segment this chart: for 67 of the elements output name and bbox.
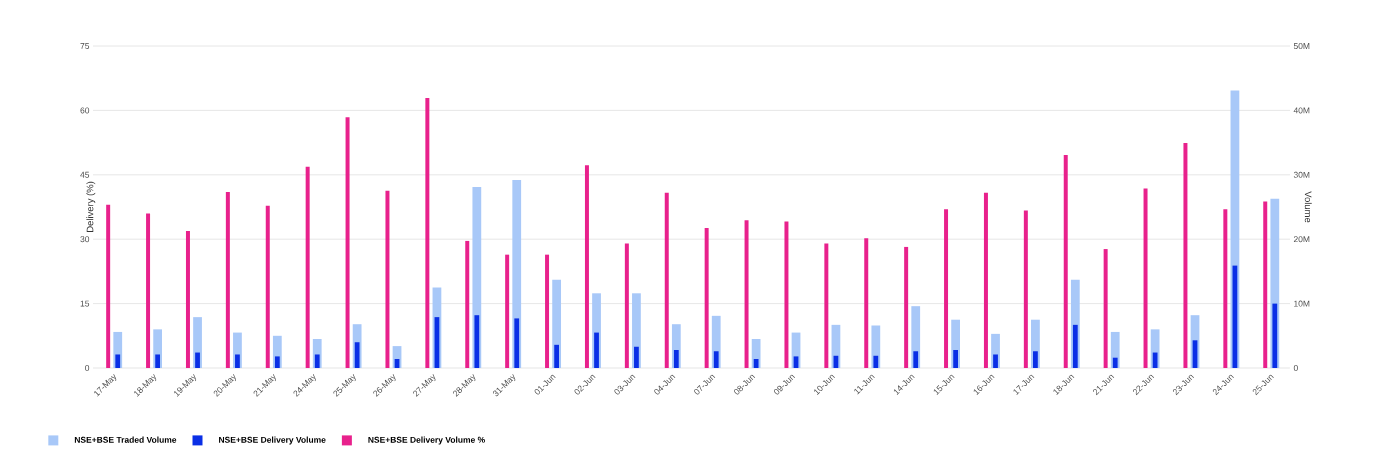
- bar: [744, 220, 749, 368]
- bar: [1103, 249, 1108, 368]
- y2-tick-label: 20M: [1293, 236, 1310, 243]
- bar: [673, 349, 679, 368]
- bar: [713, 351, 719, 368]
- y-axis-title: Delivery (%): [86, 181, 96, 232]
- legend-label: NSE+BSE Traded Volume: [74, 436, 177, 443]
- y-tick-label: 60: [80, 107, 90, 114]
- bar: [425, 97, 430, 368]
- bar: [1023, 210, 1028, 368]
- bar: [634, 346, 639, 368]
- y2-tick-label: 10M: [1294, 300, 1310, 307]
- bar: [784, 221, 789, 368]
- bar: [225, 191, 230, 368]
- bar: [824, 243, 829, 368]
- y2-tick-label: 50M: [1293, 43, 1310, 49]
- bar: [993, 354, 998, 368]
- bar: [235, 354, 240, 368]
- bar: [1223, 209, 1228, 368]
- bar: [1143, 188, 1148, 368]
- bar: [474, 315, 480, 368]
- bar: [305, 166, 310, 368]
- bar: [1063, 155, 1068, 368]
- bar: [115, 354, 121, 368]
- bar: [664, 192, 669, 368]
- y2-tick-label: 40M: [1293, 107, 1310, 114]
- y-tick-label: 30: [80, 236, 90, 243]
- bar: [944, 209, 949, 368]
- bar: [1183, 143, 1188, 368]
- bar: [554, 344, 560, 368]
- bar: [704, 228, 709, 368]
- bar: [873, 355, 879, 368]
- bar: [514, 318, 520, 368]
- y-tick-label: 0: [85, 365, 90, 371]
- bar: [913, 351, 919, 368]
- bar: [1152, 352, 1158, 368]
- bar: [106, 204, 111, 368]
- y2-tick-label: 30M: [1293, 171, 1310, 178]
- y-tick-label: 75: [80, 43, 90, 49]
- bar: [1033, 351, 1038, 368]
- y2-tick-label: 0: [1293, 365, 1298, 371]
- bar: [864, 238, 869, 368]
- y2-axis-title: Volume: [1304, 191, 1312, 223]
- y-tick-label: 45: [80, 171, 90, 178]
- bar: [505, 254, 510, 368]
- bar: [594, 332, 599, 368]
- bar: [385, 190, 390, 368]
- bar: [354, 342, 360, 368]
- bar: [953, 349, 959, 368]
- bar: [274, 356, 280, 368]
- y-tick-label: 15: [80, 300, 90, 307]
- bar: [185, 231, 190, 368]
- bar: [314, 354, 320, 368]
- legend-label: NSE+BSE Delivery Volume: [219, 436, 326, 445]
- bar: [146, 213, 151, 368]
- bar: [983, 192, 988, 368]
- bar: [1112, 357, 1118, 368]
- bar: [195, 352, 200, 368]
- bar: [155, 354, 161, 368]
- bar: [345, 117, 350, 368]
- bar: [584, 165, 589, 368]
- bar: [624, 243, 629, 368]
- bar: [265, 205, 270, 368]
- bar: [753, 358, 759, 368]
- legend-label: NSE+BSE Delivery Volume %: [368, 436, 485, 445]
- bar: [1272, 303, 1278, 368]
- bar: [1072, 324, 1078, 368]
